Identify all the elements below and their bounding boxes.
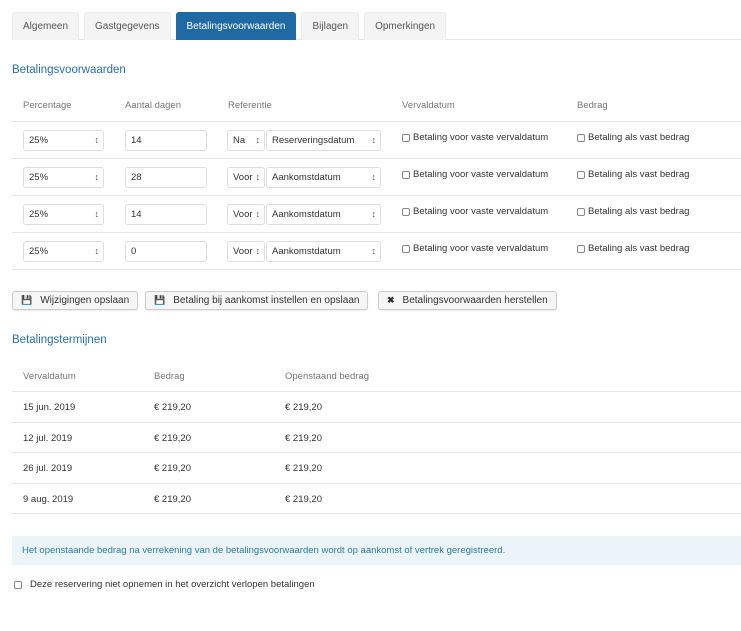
fixed-due-checkbox[interactable]: Betaling voor vaste vervaldatum [402, 132, 548, 143]
before-after-select[interactable]: Voor [227, 167, 265, 188]
term-amount: € 219,20 [154, 463, 191, 474]
percentage-select[interactable]: 25% [23, 167, 104, 188]
term-outstanding: € 219,20 [285, 432, 322, 444]
checkbox[interactable] [577, 170, 585, 179]
save-label: Wijzigingen opslaan [40, 295, 130, 306]
checkbox[interactable] [402, 170, 410, 179]
condition-row: 25% 0 Voor Aankomstdatum Betaling voor v… [12, 232, 741, 269]
col-due: Vervaldatum [402, 100, 455, 111]
terms-col-due: Vervaldatum [23, 371, 76, 382]
floppy-icon: 💾 [154, 295, 166, 305]
term-row: 26 jul. 2019 € 219,20 € 219,20 [12, 452, 741, 482]
term-row: 9 aug. 2019 € 219,20 € 219,20 [12, 482, 741, 513]
reference-select[interactable]: Aankomstdatum [266, 167, 381, 188]
fixed-amount-label: Betaling als vast bedrag [588, 243, 690, 254]
days-input[interactable]: 14 [125, 204, 207, 225]
arrival-payment-button[interactable]: 💾 Betaling bij aankomst instellen en opsl… [145, 291, 369, 310]
term-due: 12 jul. 2019 [23, 432, 73, 444]
fixed-due-checkbox[interactable]: Betaling voor vaste vervaldatum [402, 243, 548, 254]
fixed-amount-label: Betaling als vast bedrag [588, 169, 690, 180]
term-amount: € 219,20 [154, 402, 191, 413]
checkbox[interactable] [402, 207, 410, 216]
term-amount: € 219,20 [154, 432, 191, 444]
col-percentage: Percentage [23, 100, 72, 111]
fixed-due-checkbox[interactable]: Betaling voor vaste vervaldatum [402, 169, 548, 180]
exclude-checkbox-row[interactable]: Deze reservering niet opnemen in het ove… [14, 579, 315, 590]
exclude-label: Deze reservering niet opnemen in het ove… [30, 579, 315, 590]
term-outstanding: € 219,20 [285, 463, 322, 474]
section-title-terms: Betalingstermijnen [12, 334, 107, 346]
reference-select[interactable]: Aankomstdatum [266, 241, 381, 262]
fixed-amount-checkbox[interactable]: Betaling als vast bedrag [577, 243, 689, 254]
terms-col-outstanding: Openstaand bedrag [285, 371, 369, 382]
col-reference: Referentie [228, 100, 272, 111]
tab-gastgegevens[interactable]: Gastgegevens [84, 12, 171, 40]
term-outstanding: € 219,20 [285, 493, 322, 505]
term-outstanding: € 219,20 [285, 402, 322, 413]
checkbox[interactable] [577, 133, 585, 142]
reference-select[interactable]: Reserveringsdatum [266, 130, 381, 151]
term-row: 12 jul. 2019 € 219,20 € 219,20 [12, 421, 741, 452]
terms-col-amount: Bedrag [154, 371, 185, 382]
days-input[interactable]: 0 [125, 241, 207, 262]
condition-row: 25% 14 Voor Aankomstdatum Betaling voor … [12, 195, 741, 232]
fixed-amount-label: Betaling als vast bedrag [588, 132, 690, 143]
condition-row: 25% 14 Na Reserveringsdatum Betaling voo… [12, 121, 741, 158]
tab-betalingsvoorwaarden[interactable]: Betalingsvoorwaarden [175, 12, 297, 40]
before-after-select[interactable]: Voor [227, 204, 265, 225]
save-button[interactable]: 💾 Wijzigingen opslaan [12, 291, 139, 310]
fixed-due-label: Betaling voor vaste vervaldatum [413, 243, 549, 254]
reset-label: Betalingsvoorwaarden herstellen [402, 295, 548, 306]
reset-button[interactable]: ✖ Betalingsvoorwaarden herstellen [378, 291, 557, 310]
floppy-icon: 💾 [21, 295, 33, 305]
fixed-amount-checkbox[interactable]: Betaling als vast bedrag [577, 132, 689, 143]
term-row: 15 jun. 2019 € 219,20 € 219,20 [12, 391, 741, 421]
col-amount: Bedrag [577, 100, 608, 111]
fixed-amount-checkbox[interactable]: Betaling als vast bedrag [577, 206, 689, 217]
days-input[interactable]: 14 [125, 130, 207, 151]
term-amount: € 219,20 [154, 493, 191, 505]
fixed-amount-checkbox[interactable]: Betaling als vast bedrag [577, 169, 689, 180]
days-input[interactable]: 28 [125, 167, 207, 188]
fixed-due-label: Betaling voor vaste vervaldatum [413, 206, 549, 217]
condition-row: 25% 28 Voor Aankomstdatum Betaling voor … [12, 158, 741, 195]
tab-algemeen[interactable]: Algemeen [12, 12, 80, 40]
close-icon: ✖ [387, 295, 395, 305]
percentage-select[interactable]: 25% [23, 241, 104, 262]
exclude-checkbox[interactable] [14, 580, 22, 589]
checkbox[interactable] [577, 244, 585, 253]
tab-bar: Algemeen Gastgegevens Betalingsvoorwaard… [12, 12, 741, 40]
checkbox[interactable] [577, 207, 585, 216]
term-due: 9 aug. 2019 [23, 493, 74, 505]
term-due: 15 jun. 2019 [23, 402, 76, 413]
checkbox[interactable] [402, 133, 410, 142]
fixed-due-checkbox[interactable]: Betaling voor vaste vervaldatum [402, 206, 548, 217]
reference-select[interactable]: Aankomstdatum [266, 204, 381, 225]
fixed-due-label: Betaling voor vaste vervaldatum [413, 132, 549, 143]
tab-bijlagen[interactable]: Bijlagen [301, 12, 360, 40]
divider [12, 513, 741, 514]
percentage-select[interactable]: 25% [23, 204, 104, 225]
divider [12, 269, 741, 270]
percentage-select[interactable]: 25% [23, 130, 104, 151]
section-title-conditions: Betalingsvoorwaarden [12, 64, 126, 76]
term-due: 26 jul. 2019 [23, 463, 73, 474]
fixed-due-label: Betaling voor vaste vervaldatum [413, 169, 549, 180]
before-after-select[interactable]: Voor [227, 241, 265, 262]
checkbox[interactable] [402, 244, 410, 253]
tab-opmerkingen[interactable]: Opmerkingen [364, 12, 447, 40]
arrival-label: Betaling bij aankomst instellen en opsla… [173, 295, 360, 306]
before-after-select[interactable]: Na [227, 130, 265, 151]
fixed-amount-label: Betaling als vast bedrag [588, 206, 690, 217]
info-alert: Het openstaande bedrag na verrekening va… [12, 536, 741, 565]
col-days: Aantal dagen [125, 100, 181, 111]
